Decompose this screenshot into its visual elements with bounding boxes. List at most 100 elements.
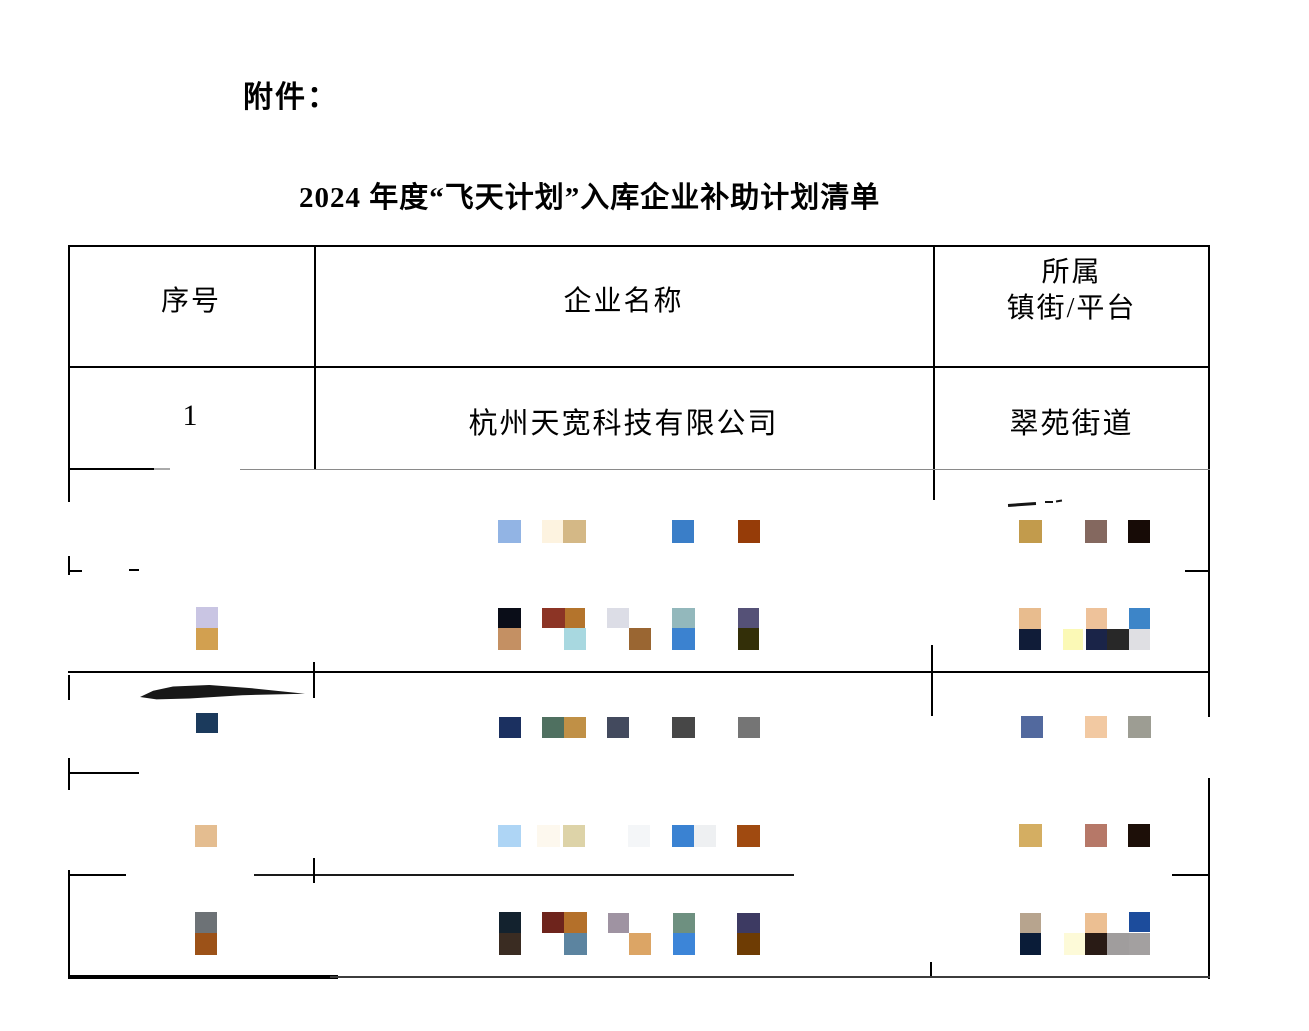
table-line-fragment — [68, 758, 70, 790]
redaction-block — [1129, 912, 1150, 932]
redaction-block — [195, 825, 217, 847]
redaction-block — [1085, 913, 1107, 933]
redaction-block — [498, 825, 521, 847]
redaction-block — [1129, 608, 1150, 629]
table-line-fragment — [933, 245, 935, 500]
table-line-fragment — [68, 874, 126, 876]
redaction-block — [564, 912, 587, 933]
redaction-block — [1085, 716, 1107, 738]
header-cell-serial: 序号 — [160, 286, 221, 317]
table-line-fragment — [1208, 245, 1210, 717]
redaction-block — [673, 933, 695, 955]
redaction-block — [196, 628, 218, 650]
redaction-block — [542, 717, 564, 738]
redaction-block — [738, 520, 760, 543]
redaction-block — [1128, 520, 1150, 543]
redaction-block — [694, 825, 716, 847]
redaction-block — [607, 717, 629, 738]
redaction-block — [1086, 608, 1107, 629]
table-line-fragment — [931, 645, 933, 716]
table-line-fragment — [68, 975, 338, 979]
table-line-fragment — [254, 874, 794, 876]
redaction-block — [738, 608, 759, 628]
redaction-block — [565, 608, 585, 628]
redaction-block — [1085, 824, 1107, 847]
redaction-block — [672, 825, 694, 847]
redaction-block — [1129, 629, 1150, 650]
redaction-block — [672, 628, 695, 650]
text-remnant-mark — [1007, 502, 1037, 507]
attachment-label: 附件： — [243, 81, 339, 114]
redaction-block — [1129, 933, 1150, 955]
redaction-block — [499, 933, 521, 955]
redaction-block — [737, 825, 760, 847]
redaction-block — [542, 520, 563, 543]
table-line-fragment — [313, 858, 315, 883]
table-line-fragment — [68, 245, 1210, 247]
redaction-block — [564, 628, 586, 650]
redaction-block — [1107, 629, 1129, 650]
table-line-fragment — [314, 245, 316, 470]
redaction-block — [196, 713, 218, 733]
redaction-block — [1107, 933, 1129, 955]
redaction-block — [1128, 716, 1151, 738]
table-line-fragment — [68, 366, 1210, 368]
row1-district: 翠苑街道 — [1009, 408, 1134, 440]
redaction-block — [673, 913, 695, 933]
redaction-block — [738, 717, 760, 738]
redaction-block — [1064, 933, 1085, 955]
redaction-block — [737, 933, 760, 955]
redaction-block — [564, 933, 587, 955]
table-line-fragment — [68, 556, 70, 575]
redaction-block — [737, 913, 760, 933]
redaction-block — [1128, 824, 1150, 847]
redaction-block — [628, 825, 650, 847]
header-cell-district-line1: 所属 — [1041, 257, 1102, 288]
redaction-block — [1019, 520, 1042, 543]
redaction-block — [195, 912, 217, 933]
table-line-fragment — [1208, 778, 1210, 979]
header-cell-company: 企业名称 — [563, 286, 684, 317]
table-line-fragment — [68, 468, 154, 470]
redaction-block — [564, 717, 586, 738]
table-line-fragment — [68, 570, 82, 572]
redaction-block — [499, 717, 521, 738]
table-line-fragment — [68, 245, 70, 502]
header-cell-district-line2: 镇街/平台 — [1006, 293, 1137, 324]
row1-company-name: 杭州天宽科技有限公司 — [468, 408, 779, 440]
redaction-block — [542, 608, 565, 628]
page-title: 2024 年度“飞天计划”入库企业补助计划清单 — [299, 182, 881, 214]
table-line-fragment — [930, 962, 932, 978]
row1-serial: 1 — [182, 399, 200, 432]
redaction-block — [738, 628, 759, 650]
table-line-fragment — [1185, 570, 1210, 572]
redaction-block — [195, 933, 217, 955]
table-line-fragment — [68, 671, 1210, 673]
redaction-block — [1020, 933, 1041, 955]
redaction-block — [629, 628, 651, 650]
text-remnant-mark — [1055, 499, 1063, 503]
table-line-fragment — [313, 662, 315, 698]
redaction-block — [1019, 629, 1041, 650]
redaction-block — [498, 520, 521, 543]
redaction-block — [499, 912, 521, 933]
table-line-fragment — [129, 569, 139, 571]
redaction-block — [1020, 913, 1041, 933]
redaction-block — [537, 825, 560, 847]
redaction-block — [607, 608, 629, 628]
redaction-block — [672, 717, 695, 738]
table-line-fragment — [1172, 874, 1210, 876]
redaction-block — [629, 933, 651, 955]
table-line-fragment — [68, 675, 70, 700]
redaction-block — [498, 628, 521, 650]
redaction-block — [498, 608, 521, 628]
ink-smear — [140, 685, 305, 700]
redaction-block — [196, 607, 218, 628]
redaction-block — [672, 520, 694, 543]
redaction-block — [608, 913, 629, 933]
redaction-block — [1085, 520, 1107, 543]
text-remnant-mark — [1045, 501, 1053, 503]
table-line-fragment — [330, 976, 1210, 978]
